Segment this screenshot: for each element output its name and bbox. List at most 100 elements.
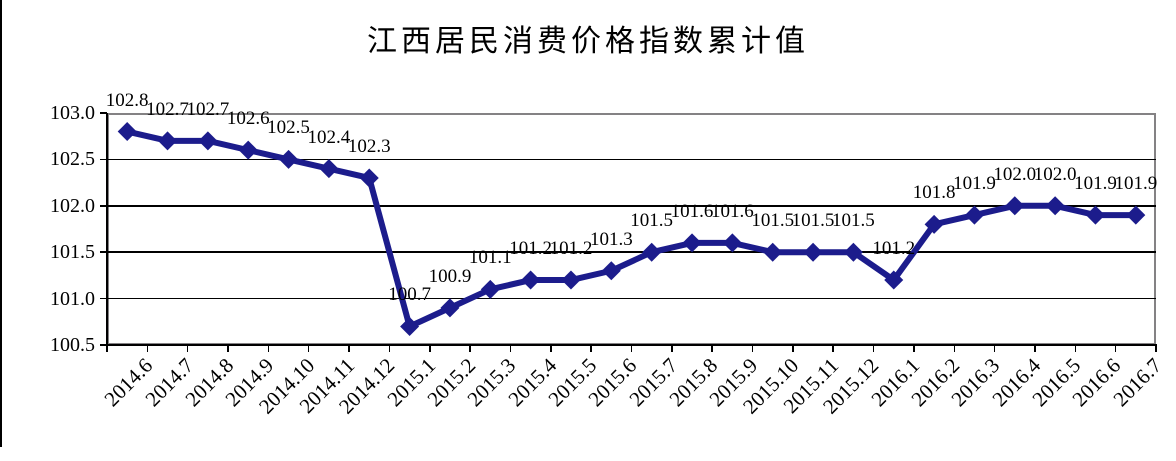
data-point-marker [1005, 196, 1025, 216]
y-axis-tick [100, 158, 107, 161]
x-axis-tick [630, 345, 633, 352]
gridline [107, 297, 1156, 300]
data-point-marker [642, 242, 662, 262]
data-point-marker [682, 233, 702, 253]
data-point-label: 101.2 [549, 238, 593, 260]
data-point-marker [158, 131, 178, 151]
y-axis-label: 100.5 [50, 334, 95, 356]
x-axis-tick [267, 345, 270, 352]
x-axis-tick [590, 345, 592, 352]
data-point-label: 100.9 [428, 265, 472, 287]
data-point-marker [843, 242, 863, 262]
x-axis-tick [671, 345, 673, 352]
x-axis-tick [1034, 345, 1036, 352]
data-point-label: 101.6 [670, 200, 714, 222]
y-axis-tick [100, 205, 107, 207]
data-point-marker [279, 149, 299, 169]
data-point-label: 102.0 [1033, 163, 1077, 185]
x-axis-tick [106, 345, 108, 352]
data-point-marker [480, 279, 500, 299]
data-point-label: 101.3 [589, 228, 633, 250]
data-point-label: 102.5 [267, 117, 310, 139]
data-point-marker [359, 168, 379, 188]
y-axis-tick [100, 297, 107, 300]
x-axis-tick [993, 345, 996, 352]
data-point-label: 101.5 [832, 210, 875, 232]
y-axis-label: 102.0 [50, 194, 95, 217]
x-axis-tick [146, 345, 149, 352]
data-point-label: 101.8 [912, 182, 956, 204]
x-axis-tick [872, 345, 875, 352]
x-axis-tick [751, 345, 754, 352]
data-point-label: 100.7 [388, 284, 431, 306]
x-axis-tick [1074, 345, 1077, 352]
data-point-label: 102.3 [347, 135, 391, 157]
data-point-label: 102.8 [105, 89, 149, 111]
data-point-label: 101.9 [1074, 173, 1117, 195]
x-axis-tick [348, 345, 350, 352]
y-axis-tick [100, 251, 107, 253]
worksheet-left-border [0, 0, 2, 447]
x-axis-tick [388, 345, 391, 352]
data-point-label: 102.7 [186, 98, 230, 120]
data-point-label: 102.7 [146, 98, 189, 120]
data-point-marker [198, 131, 218, 151]
x-axis-tick [832, 345, 834, 352]
y-axis-line [106, 113, 108, 346]
data-point-label: 102.4 [307, 126, 351, 148]
y-axis-label: 101.0 [50, 287, 95, 310]
data-point-marker [319, 159, 339, 179]
x-axis-tick [186, 345, 189, 352]
x-axis-tick [792, 345, 794, 352]
data-point-marker [601, 261, 621, 281]
data-point-marker [884, 270, 904, 290]
gridline [107, 251, 1156, 253]
x-axis-tick [227, 345, 229, 352]
x-axis-tick [1114, 345, 1117, 352]
data-point-marker [238, 140, 258, 160]
data-point-label: 101.6 [710, 200, 754, 222]
data-point-label: 101.5 [630, 210, 674, 232]
y-axis-label: 101.5 [50, 241, 95, 264]
data-point-label: 101.2 [872, 238, 916, 260]
data-point-marker [722, 233, 742, 253]
data-point-label: 101.1 [468, 247, 512, 269]
data-point-marker [117, 122, 137, 142]
gridline [107, 205, 1156, 207]
y-axis-label: 103.0 [50, 102, 95, 124]
data-point-marker [521, 270, 541, 290]
x-axis-tick [913, 345, 915, 352]
data-point-label: 101.9 [1114, 173, 1158, 195]
data-point-marker [400, 316, 420, 336]
gridline [107, 158, 1156, 161]
x-axis-tick [469, 345, 471, 352]
x-axis-tick [550, 345, 552, 352]
plot-area [107, 113, 1156, 345]
x-axis-tick [1155, 345, 1157, 352]
data-point-marker [561, 270, 581, 290]
data-point-marker [1126, 205, 1146, 225]
data-point-label: 101.5 [751, 210, 795, 232]
data-point-label: 101.2 [509, 238, 552, 260]
data-point-marker [440, 298, 460, 318]
x-axis-tick [953, 345, 956, 352]
x-axis-tick [429, 345, 431, 352]
y-axis-label: 102.5 [50, 148, 95, 171]
y-axis-tick [100, 344, 107, 346]
data-point-label: 102.6 [226, 108, 270, 130]
x-axis-tick [307, 345, 310, 352]
data-point-marker [763, 242, 783, 262]
data-point-label: 101.5 [791, 210, 835, 232]
data-point-marker [964, 205, 984, 225]
data-point-marker [924, 214, 944, 234]
data-point-label: 102.0 [993, 163, 1037, 185]
chart-title: 江西居民消费价格指数累计值 [367, 25, 809, 58]
data-point-marker [1045, 196, 1065, 216]
data-point-label: 101.9 [953, 173, 996, 195]
y-axis-tick [100, 112, 107, 114]
x-axis-tick [711, 345, 713, 352]
x-axis-tick [509, 345, 512, 352]
data-point-marker [803, 242, 823, 262]
